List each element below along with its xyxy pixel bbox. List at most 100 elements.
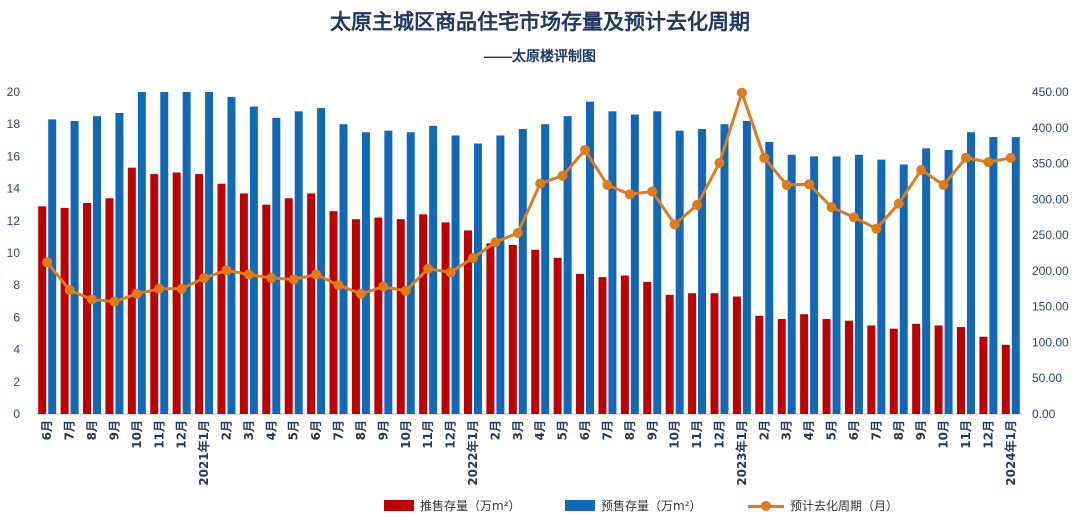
bar-presale-stock (698, 129, 707, 414)
x-axis-tick-label: 8月 (85, 420, 99, 440)
cycle-point (243, 269, 254, 280)
chart-title: 太原主城区商品住宅市场存量及预计去化周期 (330, 11, 750, 34)
cycle-point (333, 280, 344, 291)
x-axis-tick-label: 8月 (354, 420, 368, 440)
x-axis-tick-label: 5月 (556, 420, 570, 440)
cycle-point (647, 186, 658, 197)
bar-presale-stock (944, 149, 953, 414)
bar-sale-stock (508, 244, 517, 414)
bar-presale-stock (406, 132, 415, 414)
cycle-point (535, 178, 546, 189)
bar-presale-stock (272, 117, 281, 414)
left-axis-tick-label: 12 (7, 214, 21, 228)
x-axis-tick-label: 11月 (152, 420, 166, 449)
bar-presale-stock (765, 141, 774, 414)
bar-presale-stock (854, 154, 863, 415)
cycle-point (893, 198, 904, 209)
bar-sale-stock (239, 193, 248, 414)
x-axis-tick-label: 8月 (623, 420, 637, 440)
right-axis-tick-label: 200.00 (1032, 264, 1069, 278)
x-axis-tick-label: 11月 (421, 420, 435, 449)
bar-sale-stock (800, 314, 809, 414)
cycle-point (871, 223, 882, 234)
cycle-point (64, 285, 75, 296)
bar-sale-stock (38, 206, 47, 414)
x-axis-tick-label: 2月 (219, 420, 233, 440)
legend-item-presale-stock[interactable]: 预售存量（万m²） (565, 497, 702, 514)
bar-sale-stock (531, 249, 540, 414)
x-axis-tick-label: 10月 (668, 420, 682, 449)
bar-sale-stock (979, 336, 988, 414)
bar-sale-stock (777, 319, 786, 414)
bar-presale-stock (653, 111, 662, 414)
cycle-point (960, 152, 971, 163)
bar-sale-stock (710, 293, 719, 414)
chart-subtitle: ——太原楼评制图 (484, 48, 596, 64)
bar-sale-stock (307, 193, 316, 414)
bar-presale-stock (720, 124, 729, 414)
bar-sale-stock (105, 198, 114, 414)
left-axis-tick-label: 8 (13, 278, 20, 292)
bar-presale-stock (922, 148, 931, 414)
bar-sale-stock (172, 172, 181, 414)
bar-presale-stock (473, 143, 482, 414)
cycle-point (355, 288, 366, 299)
x-axis-tick-label: 11月 (959, 420, 973, 449)
bar-presale-stock (137, 92, 146, 414)
legend-item-sale-stock[interactable]: 推售存量（万m²） (384, 497, 521, 514)
x-axis-tick-label: 5月 (287, 420, 301, 440)
cycle-point (490, 237, 501, 248)
bar-presale-stock (877, 159, 886, 414)
cycle-point (916, 164, 927, 175)
x-axis-tick-label: 9月 (107, 420, 121, 440)
x-axis-tick-label: 9月 (645, 420, 659, 440)
legend-item-cycle[interactable]: 预计去化周期（月） (748, 497, 898, 514)
bar-sale-stock (374, 217, 383, 414)
x-axis-tick-label: 12月 (981, 420, 995, 449)
bar-sale-stock (262, 204, 271, 414)
bar-sale-stock (576, 273, 585, 414)
bar-sale-stock (688, 293, 697, 414)
x-axis-tick-label: 9月 (376, 420, 390, 440)
legend-swatch-red (384, 500, 414, 511)
left-axis-tick-label: 20 (7, 85, 21, 99)
bar-presale-stock (832, 156, 841, 414)
cycle-point (266, 273, 277, 284)
bar-presale-stock (294, 111, 303, 414)
x-axis-tick-label: 8月 (892, 420, 906, 440)
cycle-point (512, 227, 523, 238)
bar-presale-stock (742, 120, 751, 414)
bar-sale-stock (195, 174, 204, 414)
cycle-point (848, 212, 859, 223)
x-axis-tick-label: 12月 (175, 420, 189, 449)
bar-sale-stock (822, 319, 831, 414)
bar-presale-stock (317, 108, 326, 414)
cycle-point (288, 274, 299, 285)
cycle-point (42, 257, 53, 268)
legend-swatch-blue (565, 500, 595, 511)
left-axis-tick-label: 2 (13, 375, 20, 389)
cycle-point (221, 265, 232, 276)
x-axis-tick-label: 2021年1月 (196, 420, 211, 486)
cycle-point (445, 267, 456, 278)
left-axis-tick-label: 14 (7, 182, 21, 196)
x-axis-tick-label: 3月 (511, 420, 525, 440)
x-axis-tick-label: 6月 (847, 420, 861, 440)
right-axis-tick-label: 400.00 (1032, 121, 1069, 135)
bar-presale-stock (630, 114, 639, 414)
bar-sale-stock (441, 222, 450, 414)
x-axis-tick-label: 7月 (600, 420, 614, 440)
bar-sale-stock (486, 243, 495, 414)
cycle-point (736, 87, 747, 98)
cycle-point (983, 157, 994, 168)
x-axis-tick-label: 6月 (309, 420, 323, 440)
right-axis-tick-label: 150.00 (1032, 300, 1069, 314)
right-axis-tick-label: 100.00 (1032, 335, 1069, 349)
x-axis-tick-label: 7月 (63, 420, 77, 440)
bar-presale-stock (227, 96, 236, 414)
bar-presale-stock (249, 106, 258, 415)
bar-sale-stock (889, 328, 898, 414)
bar-presale-stock (675, 130, 684, 414)
bar-presale-stock (339, 124, 348, 414)
bar-presale-stock (563, 116, 572, 415)
